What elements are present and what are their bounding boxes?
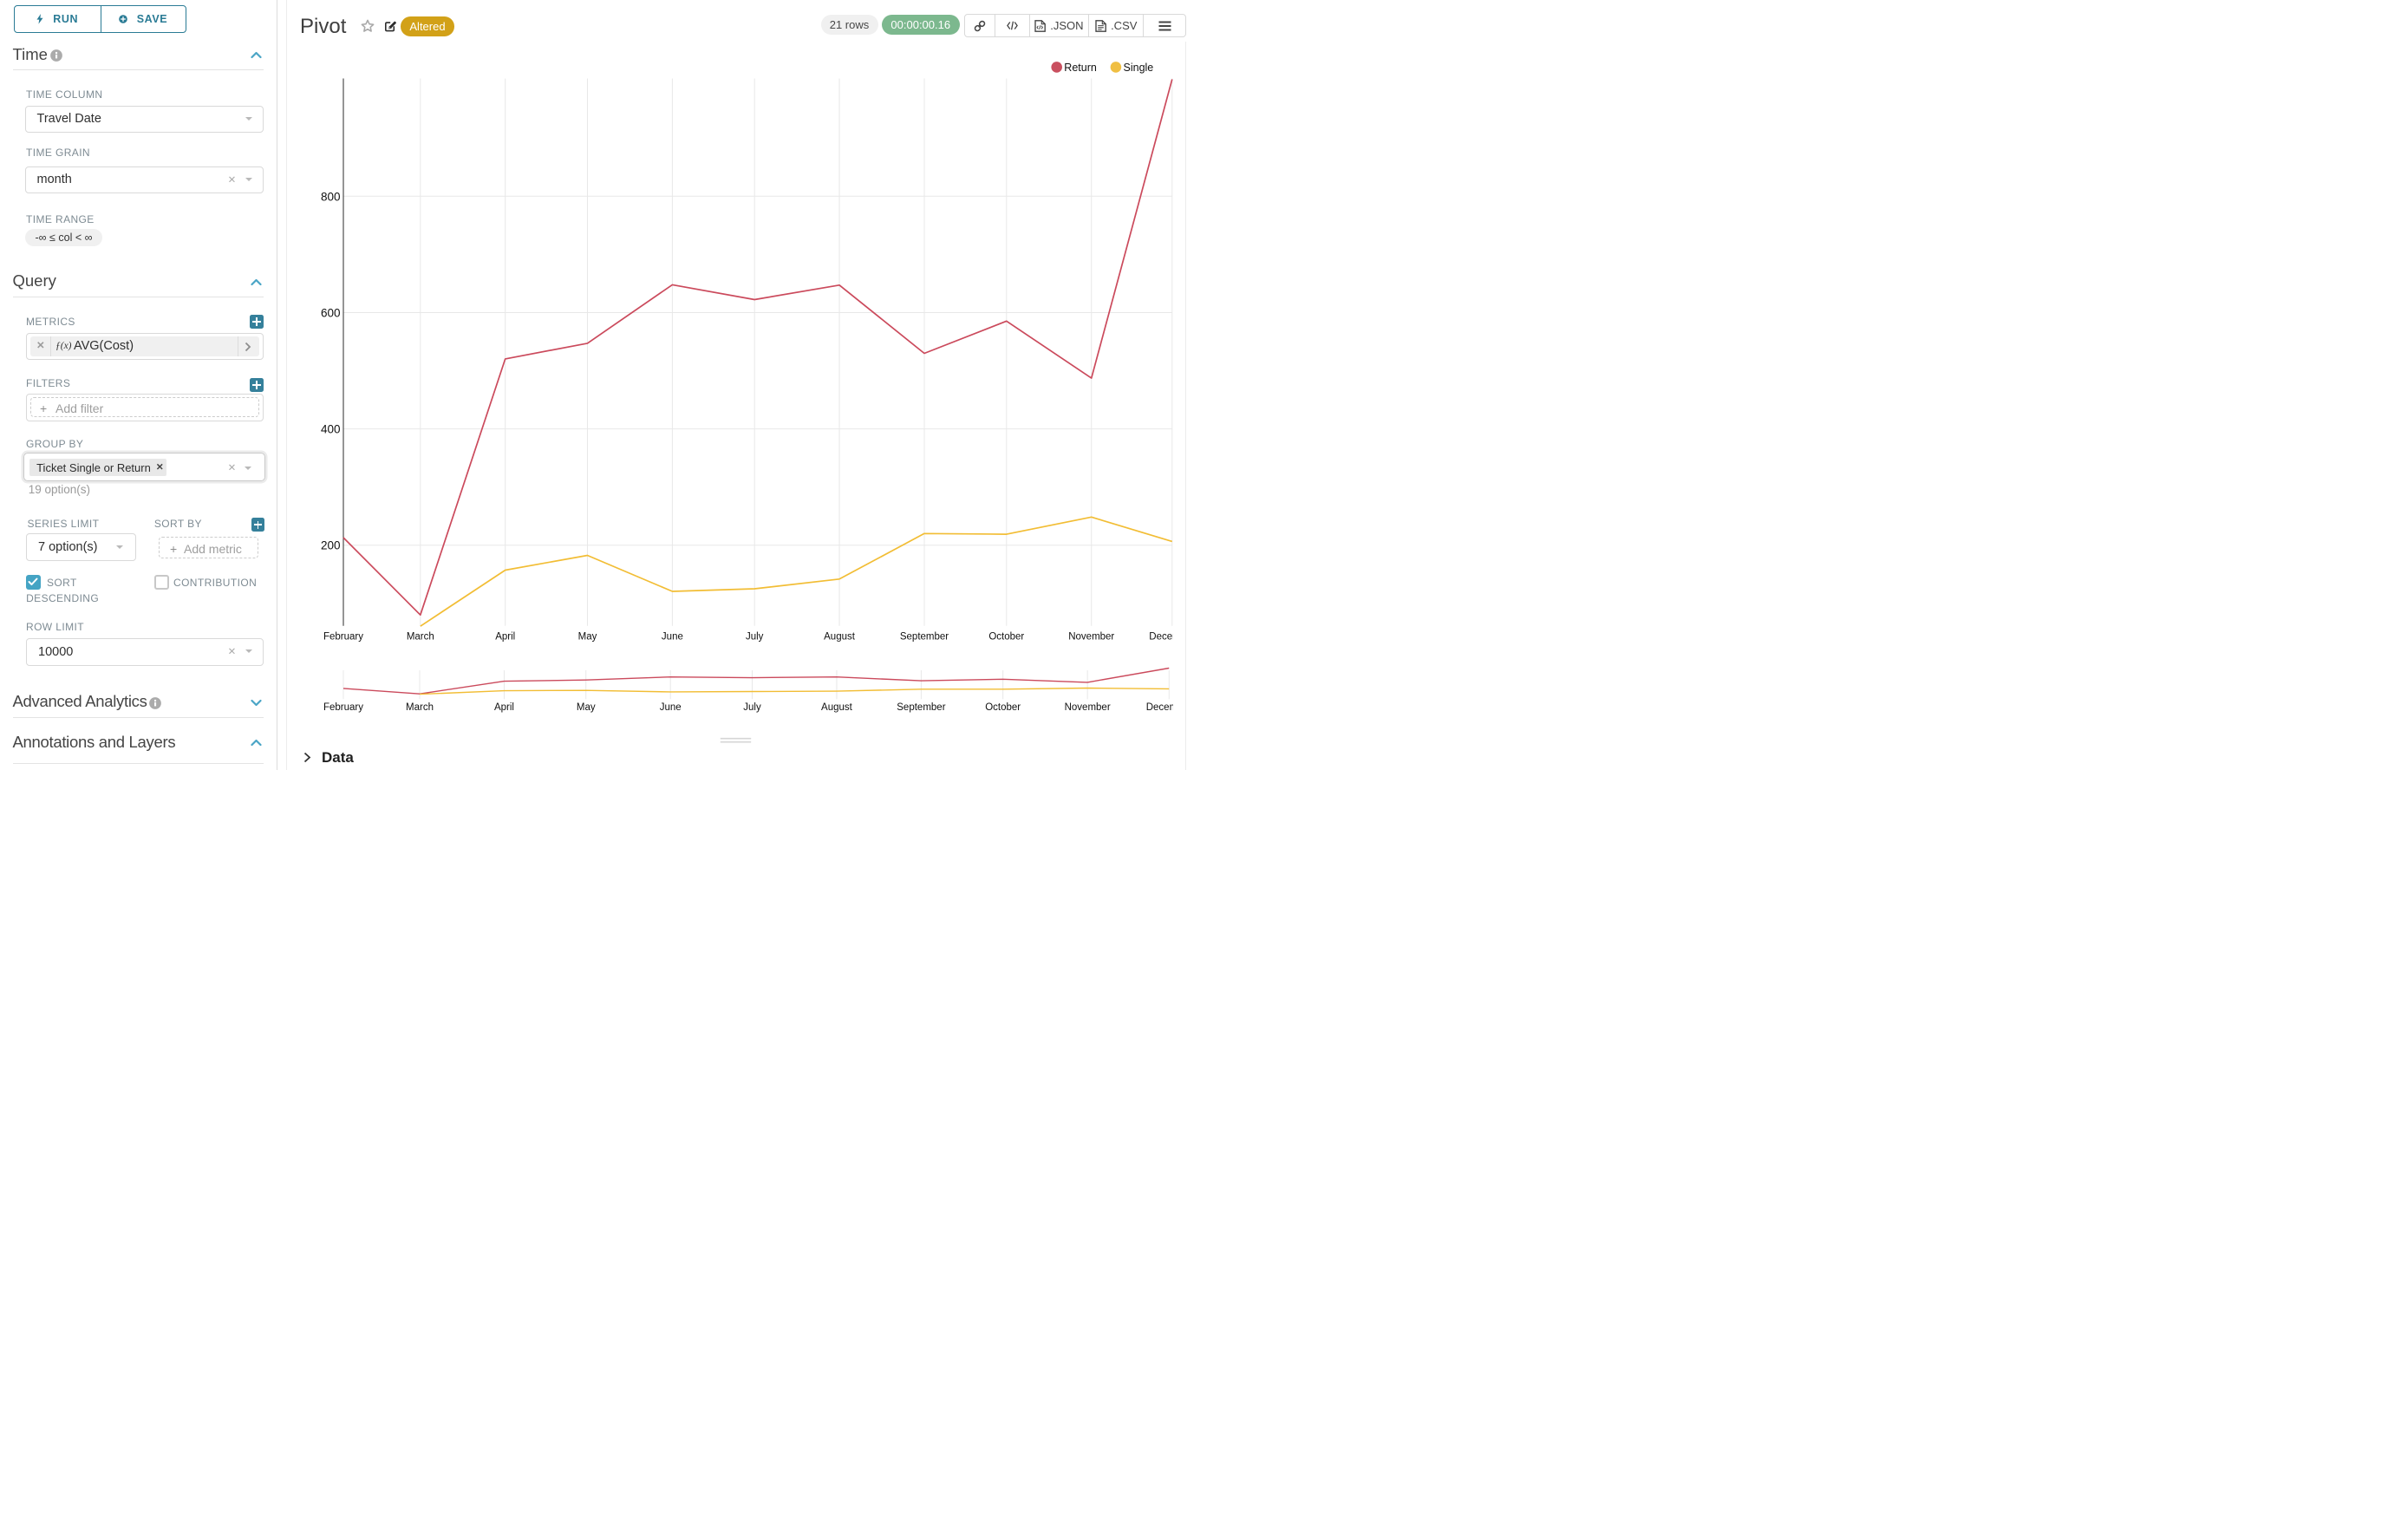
svg-text:March: March: [406, 702, 434, 713]
svg-text:December: December: [1149, 632, 1173, 643]
svg-text:600: 600: [321, 307, 341, 320]
svg-text:September: September: [900, 632, 949, 643]
svg-text:800: 800: [321, 190, 341, 203]
svg-text:August: August: [821, 702, 853, 713]
svg-text:July: July: [746, 632, 764, 643]
svg-text:November: November: [1065, 702, 1111, 713]
svg-text:April: April: [494, 702, 514, 713]
svg-text:August: August: [824, 632, 856, 643]
svg-text:October: October: [985, 702, 1021, 713]
svg-text:October: October: [988, 632, 1024, 643]
svg-text:Single: Single: [1124, 62, 1154, 74]
svg-text:May: May: [578, 632, 597, 643]
svg-text:200: 200: [321, 539, 341, 552]
svg-text:March: March: [407, 632, 434, 643]
svg-text:February: February: [323, 632, 363, 643]
svg-text:400: 400: [321, 423, 341, 436]
svg-text:February: February: [323, 702, 363, 713]
svg-text:May: May: [577, 702, 596, 713]
svg-text:July: July: [743, 702, 761, 713]
svg-text:June: June: [662, 632, 683, 643]
svg-text:June: June: [660, 702, 682, 713]
svg-text:November: November: [1068, 632, 1114, 643]
svg-text:April: April: [495, 632, 515, 643]
svg-text:December: December: [1146, 702, 1173, 713]
svg-text:Return: Return: [1064, 62, 1097, 74]
svg-text:September: September: [897, 702, 945, 713]
